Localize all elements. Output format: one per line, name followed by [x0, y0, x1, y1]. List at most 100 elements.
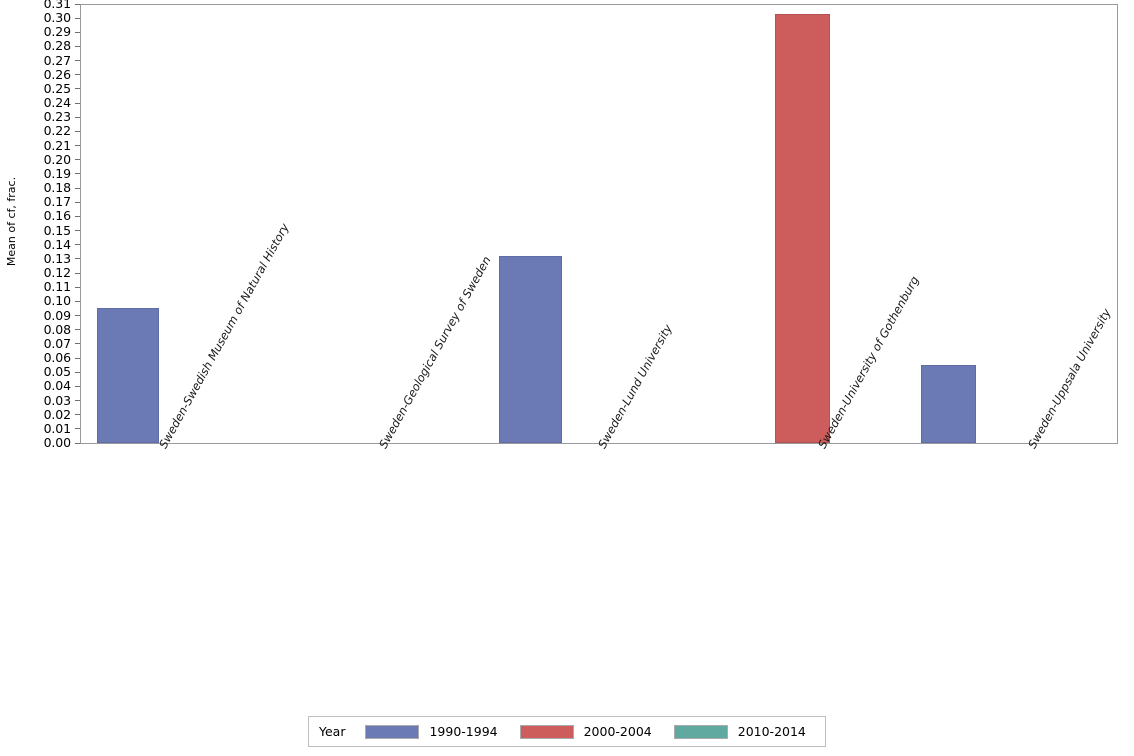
y-axis-tick-label: 0.02 [43, 406, 72, 422]
y-axis-tick: 0.23 [0, 110, 80, 124]
bar[interactable] [920, 365, 976, 443]
y-axis-tick-mark [75, 428, 80, 430]
y-axis-tick: 0.19 [0, 165, 80, 181]
legend-label: 1990-1994 [429, 724, 498, 739]
bar[interactable] [499, 256, 562, 443]
y-axis-tick-label: 0.30 [43, 10, 72, 26]
y-axis-tick-label: 0.18 [43, 180, 72, 196]
y-axis-tick-label: 0.28 [43, 38, 72, 54]
y-axis-tick-mark [75, 385, 80, 387]
y-axis-tick-label: 0.20 [43, 151, 72, 167]
y-axis-tick-mark [75, 159, 80, 161]
y-axis-tick: 0.16 [0, 209, 80, 223]
y-axis-tick-label: 0.10 [43, 293, 72, 309]
y-axis-tick-mark [75, 130, 80, 132]
y-axis-tick: 0.00 [0, 436, 80, 450]
y-axis-tick-mark [75, 258, 80, 260]
y-axis-tick: 0.27 [0, 52, 80, 68]
y-axis-tick: 0.04 [0, 379, 80, 393]
y-axis-tick: 0.28 [0, 39, 80, 53]
y-axis-tick: 0.01 [0, 420, 80, 436]
y-axis-tick-label: 0.27 [43, 52, 72, 68]
y-axis-tick: 0.05 [0, 365, 80, 379]
y-axis-tick-label: 0.22 [43, 123, 72, 139]
y-axis-tick: 0.26 [0, 66, 80, 82]
y-axis-tick-mark [75, 371, 80, 373]
y-axis-tick: 0.10 [0, 294, 80, 308]
legend-entries: 1990-1994 2000-2004 2010-2014 [365, 724, 827, 739]
y-axis-tick-label: 0.13 [43, 250, 72, 266]
y-axis-tick-mark [75, 45, 80, 47]
y-axis-tick: 0.13 [0, 250, 80, 266]
y-axis-tick-label: 0.04 [43, 378, 72, 394]
y-axis-tick-label: 0.19 [43, 165, 72, 181]
y-axis-tick-label: 0.23 [43, 109, 72, 125]
y-axis-tick-mark [75, 272, 80, 274]
y-axis-tick-label: 0.24 [43, 95, 72, 111]
y-axis-tick: 0.25 [0, 81, 80, 96]
y-axis-tick-label: 0.09 [43, 307, 72, 323]
y-axis-tick-label: 0.16 [43, 208, 72, 224]
y-axis-tick-mark [75, 286, 80, 288]
y-axis-tick: 0.24 [0, 96, 80, 110]
legend-entry[interactable]: 2010-2014 [673, 724, 806, 739]
y-axis-tick-label: 0.14 [43, 236, 72, 252]
y-axis-tick: 0.30 [0, 11, 80, 25]
y-axis-tick-mark [75, 400, 80, 402]
y-axis-tick-label: 0.06 [43, 350, 72, 366]
y-axis-tick: 0.15 [0, 222, 80, 238]
y-axis-tick-mark [75, 116, 80, 118]
y-axis-tick: 0.11 [0, 280, 80, 294]
y-axis-tick-mark [75, 442, 80, 444]
y-axis-tick: 0.03 [0, 392, 80, 408]
y-axis-tick-label: 0.11 [43, 279, 72, 295]
bar[interactable] [775, 13, 831, 443]
y-axis-tick: 0.29 [0, 25, 80, 39]
y-axis-tick-mark [75, 244, 80, 246]
y-axis-tick-mark [75, 230, 80, 232]
y-axis-ticks: 0.31 0.30 0.29 0.28 0.27 0.26 0.25 0.24 0.23 0.22… [0, 0, 80, 450]
y-axis-tick-mark [75, 201, 80, 203]
y-axis-tick-label: 0.07 [43, 335, 72, 351]
y-axis-tick-label: 0.00 [43, 435, 72, 450]
y-axis-tick: 0.18 [0, 181, 80, 195]
y-axis-tick: 0.21 [0, 137, 80, 153]
y-axis-tick: 0.22 [0, 124, 80, 138]
y-axis-tick-label: 0.17 [43, 194, 72, 210]
legend-entry[interactable]: 2000-2004 [519, 724, 652, 739]
y-axis-tick-label: 0.01 [43, 420, 72, 436]
y-axis-tick-label: 0.08 [43, 321, 72, 337]
legend-label: 2000-2004 [583, 724, 652, 739]
y-axis-tick: 0.17 [0, 195, 80, 209]
y-axis-tick-label: 0.03 [43, 392, 72, 408]
y-axis-tick-label: 0.05 [43, 364, 72, 380]
legend: Year 1990-1994 2000-2004 2010-2014 [308, 716, 826, 747]
y-axis-tick-mark [75, 215, 80, 217]
y-axis-tick: 0.06 [0, 351, 80, 365]
bars-layer [80, 4, 1118, 443]
y-axis-tick-mark [75, 173, 80, 175]
y-axis-tick: 0.07 [0, 335, 80, 351]
y-axis-tick-mark [75, 329, 80, 331]
y-axis-tick: 0.20 [0, 151, 80, 167]
y-axis-tick: 0.08 [0, 321, 80, 337]
legend-swatch [365, 724, 420, 739]
y-axis-tick-mark [75, 31, 80, 33]
y-axis-tick-mark [75, 300, 80, 302]
y-axis-tick-label: 0.21 [43, 137, 72, 153]
y-axis-tick-label: 0.29 [43, 24, 72, 40]
y-axis-tick-mark [75, 343, 80, 345]
y-axis-tick-mark [75, 102, 80, 104]
legend-label: 2010-2014 [737, 724, 806, 739]
y-axis-tick-label: 0.12 [43, 265, 72, 281]
y-axis-tick-label: 0.26 [43, 66, 72, 82]
y-axis-tick-mark [75, 17, 80, 19]
y-axis-tick: 0.31 [0, 0, 80, 11]
y-axis-tick-mark [75, 315, 80, 317]
bar[interactable] [96, 308, 159, 443]
y-axis-tick: 0.02 [0, 406, 80, 422]
y-axis-tick-label: 0.15 [43, 222, 72, 238]
x-axis-labels: Sweden-Swedish Museum of Natural History… [80, 221, 1118, 704]
y-axis-tick-mark [75, 74, 80, 76]
legend-entry[interactable]: 1990-1994 [365, 724, 498, 739]
